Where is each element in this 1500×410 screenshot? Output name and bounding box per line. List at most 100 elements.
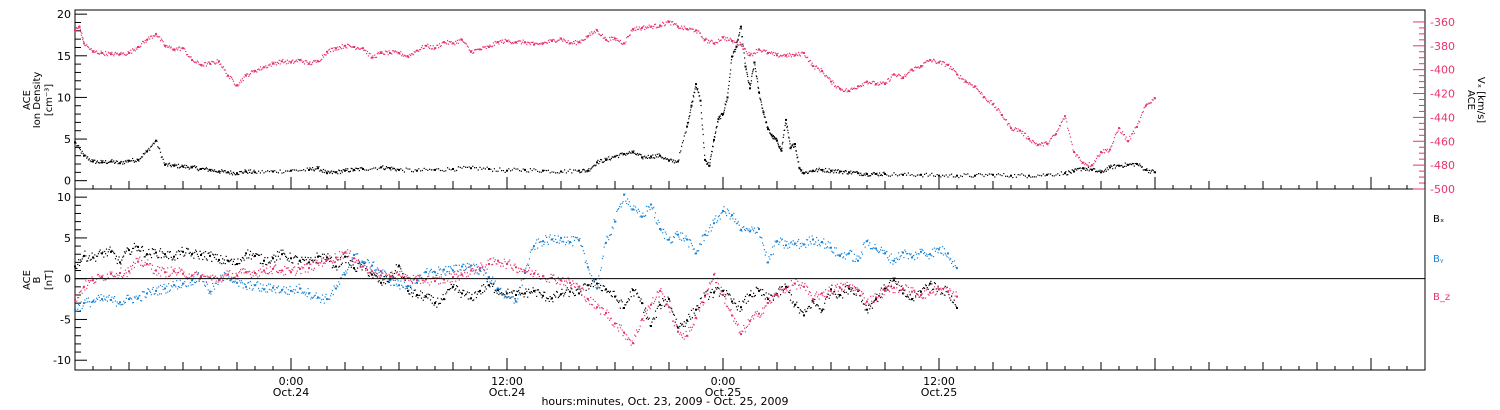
top-series-1-fill-44-7: [467, 46, 469, 48]
top-series-1-fill-56-2: [571, 42, 573, 44]
top-series-0-fill-61-5: [720, 118, 722, 120]
bottom-series-0-fill-11-3: [176, 251, 178, 253]
top-series-0-fill-11-8: [180, 165, 182, 168]
top-series-1-fill-42-3: [446, 43, 448, 45]
top-series-1-fill-104-6: [1006, 124, 1008, 126]
top-series-0-fill-20-5: [263, 172, 265, 174]
top-series-1-fill-64-5: [645, 27, 648, 29]
top-series-1-point-102: [983, 96, 985, 99]
bottom-series-1-fill-78-2: [778, 243, 780, 245]
top-series-0-fill-30-6: [385, 166, 387, 168]
bottom-series-0-fill-28-8: [333, 266, 335, 268]
top-series-0-fill-85-7: [854, 171, 856, 173]
top-series-1-fill-58-3: [590, 34, 592, 36]
top-series-0-fill-4-8: [117, 163, 119, 165]
bottom-series-1-fill-43-5: [465, 267, 468, 269]
top-series-0-fill-45-4: [609, 158, 611, 160]
bottom-series-0-point-63: [641, 302, 643, 305]
top-series-1-fill-53-5: [546, 42, 549, 44]
bottom-series-2-point-42: [452, 276, 454, 279]
top-series-0-fill-9-2: [157, 146, 159, 148]
top-series-0-fill-77-8: [793, 146, 795, 148]
bottom-series-0-fill-66-8: [675, 318, 677, 320]
bottom-series-1-fill-28-2: [328, 298, 330, 300]
top-series-1-fill-33-4: [366, 53, 368, 55]
top-series-1-fill-73-1: [723, 35, 725, 37]
bottom-series-1-fill-91-8: [900, 255, 902, 257]
bottom-series-1-point-62: [632, 208, 634, 211]
bottom-series-1-fill-56-8: [585, 260, 587, 262]
top-series-1-point-51: [524, 41, 526, 44]
top-series-1-fill-69-1: [687, 29, 689, 31]
top-series-1-fill-59-6: [601, 33, 603, 35]
bottom-series-1-fill-24-5: [294, 289, 297, 291]
top-series-1-fill-37-5: [402, 55, 405, 57]
bottom-series-1-fill-44-3: [473, 263, 475, 265]
top-series-1-point-9: [146, 38, 148, 41]
bottom-series-0-fill-82-9: [820, 311, 822, 314]
bottom-series-0-fill-94-6: [925, 285, 927, 287]
top-series-0-fill-89-8: [898, 174, 900, 176]
top-series-1-fill-28-4: [321, 58, 323, 61]
bottom-series-1-fill-52-8: [549, 234, 551, 236]
bottom-series-0-fill-6-9: [136, 250, 138, 252]
bottom-series-1-fill-94-1: [921, 248, 923, 250]
top-series-1-fill-63-8: [639, 28, 641, 30]
bottom-series-2-fill-46-8: [495, 263, 497, 265]
top-series-1-point-53: [542, 42, 544, 45]
bottom-series-1-fill-88-9: [874, 243, 876, 246]
bottom-series-0-fill-28-9: [334, 261, 336, 263]
top-series-0-point-81: [812, 169, 814, 172]
bottom-series-0-fill-71-8: [720, 290, 722, 292]
bottom-series-1-fill-41-2: [445, 266, 447, 268]
top-series-0-fill-57-6: [702, 133, 704, 136]
bottom-series-0-fill-12-3: [185, 252, 187, 254]
bottom-series-0-fill-45-6: [484, 286, 486, 288]
bottom-series-1-fill-34-4: [384, 270, 386, 272]
top-series-0-fill-12-8: [189, 167, 191, 169]
bottom-series-0-fill-86-6: [853, 293, 855, 295]
top-series-0-fill-25-7: [332, 170, 334, 172]
bottom-series-2-fill-21-4: [267, 272, 269, 275]
top-series-1-fill-37-8: [405, 56, 407, 58]
top-series-1-fill-52-2: [535, 42, 537, 45]
top-series-1-fill-7-1: [129, 52, 131, 54]
bottom-series-2-fill-43-5: [465, 276, 468, 278]
top-series-1-fill-93-6: [907, 72, 909, 74]
top-series-1-fill-102-6: [988, 102, 990, 104]
bottom-series-1-point-60: [614, 220, 616, 223]
top-series-1-fill-32-2: [355, 48, 357, 50]
top-series-0-fill-90-2: [906, 174, 908, 176]
bottom-series-0-fill-68-1: [687, 320, 689, 322]
bottom-series-1-fill-46-3: [491, 280, 493, 282]
top-series-0-fill-106-8: [1134, 163, 1136, 165]
top-series-0-fill-51-9: [667, 158, 669, 161]
top-series-0-fill-28-5: [357, 168, 360, 170]
bottom-series-1-fill-65-4: [663, 228, 665, 230]
top-series-1-fill-112-2: [1075, 155, 1077, 157]
top-series-1-fill-48-3: [500, 39, 502, 42]
bottom-series-1-point-58: [596, 287, 598, 290]
top-series-1-fill-49-5: [510, 43, 513, 45]
bottom-series-0-fill-81-6: [808, 305, 810, 307]
top-right-tick-label-6: -380: [1430, 40, 1455, 53]
bottom-series-1-fill-1-6: [88, 301, 90, 303]
bottom-series-2-point-18: [236, 274, 238, 277]
top-series-0-fill-50-1: [651, 157, 653, 159]
bottom-series-1-fill-29-3: [338, 281, 340, 283]
bottom-series-1-fill-45-3: [482, 267, 484, 269]
bottom-series-1-fill-34-3: [383, 276, 385, 278]
bottom-series-2-fill-46-9: [496, 263, 498, 265]
bottom-series-0-fill-32-7: [368, 275, 370, 277]
bottom-series-0-point-72: [722, 289, 724, 292]
top-series-0-fill-24-7: [323, 171, 325, 174]
top-series-1-fill-1-6: [81, 36, 83, 38]
top-series-0-fill-56-4: [697, 88, 699, 90]
bottom-series-1-fill-93-5: [915, 253, 918, 255]
bottom-series-0-fill-50-9: [532, 287, 534, 289]
bottom-series-1-fill-61-6: [628, 201, 630, 203]
bottom-series-2-point-44: [470, 269, 472, 272]
bottom-series-1-fill-59-4: [609, 234, 611, 236]
bottom-series-1-point-51: [533, 245, 535, 248]
bottom-series-1-fill-18-7: [242, 287, 244, 289]
